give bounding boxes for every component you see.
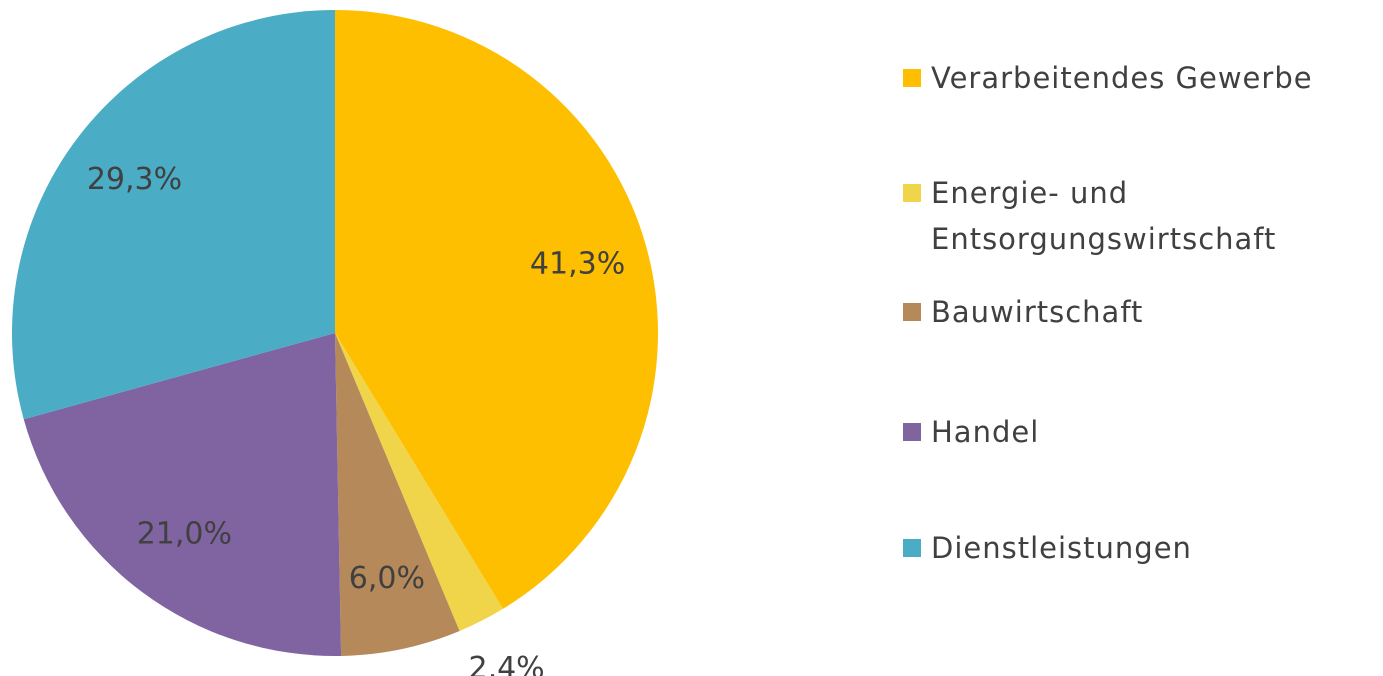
data-label: 21,0% — [137, 516, 232, 551]
legend-swatch — [903, 423, 921, 441]
legend-swatch — [903, 539, 921, 557]
legend-swatch — [903, 303, 921, 321]
legend-item: Bauwirtschaft — [903, 289, 1373, 335]
legend-label: Dienstleistungen — [931, 531, 1192, 565]
legend-label: Energie- und Entsorgungswirtschaft — [931, 176, 1277, 256]
data-label: 41,3% — [530, 246, 625, 281]
data-label: 2,4% — [468, 651, 544, 676]
chart: 41,3% 2,4% 6,0% 21,0% 29,3% — [11, 10, 659, 676]
data-label: 6,0% — [349, 561, 425, 596]
legend-swatch — [903, 69, 921, 87]
pie-slice — [335, 333, 460, 656]
legend-label: Verarbeitendes Gewerbe — [931, 61, 1313, 95]
legend-label: Handel — [931, 415, 1040, 449]
legend-item: Dienstleistungen — [903, 525, 1373, 571]
pie-slice — [335, 333, 503, 632]
pie-slice — [11, 10, 335, 420]
legend-label: Bauwirtschaft — [931, 295, 1144, 329]
pie-slice — [335, 10, 659, 609]
data-label: 29,3% — [87, 162, 182, 197]
legend-item: Energie- und Entsorgungswirtschaft — [903, 170, 1373, 262]
legend-swatch — [903, 184, 921, 202]
legend-item: Verarbeitendes Gewerbe — [903, 55, 1373, 101]
legend-item: Handel — [903, 409, 1373, 455]
pie-slice — [23, 333, 342, 656]
